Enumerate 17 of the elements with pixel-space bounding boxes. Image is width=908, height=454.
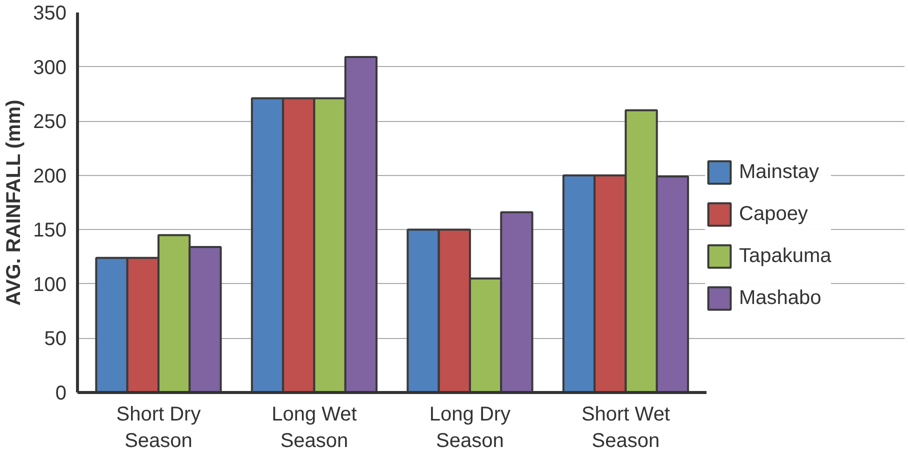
- x-tick-label: Long Dry Season: [429, 404, 511, 452]
- y-axis-title: AVG. RAINFALL (mm): [3, 100, 26, 306]
- y-tick-label: 250: [33, 111, 67, 134]
- y-tick-label: 300: [33, 56, 67, 79]
- y-tick-label: 0: [55, 382, 66, 404]
- x-tick-label: Short Dry Season: [116, 404, 201, 452]
- legend-label: Mashabo: [739, 286, 822, 310]
- y-tick-label: 100: [33, 274, 67, 296]
- legend-label: Mainstay: [739, 160, 820, 184]
- y-tick-label: 200: [33, 165, 67, 188]
- legend-label: Tapakuma: [739, 244, 832, 268]
- legend-label: Capoey: [739, 202, 808, 226]
- x-tick-label: Short Wet Season: [581, 404, 670, 452]
- x-tick-label: Long Wet Season: [272, 404, 358, 452]
- y-tick-label: 50: [44, 328, 67, 350]
- y-tick-label: 350: [33, 2, 67, 24]
- y-tick-label: 150: [33, 220, 67, 242]
